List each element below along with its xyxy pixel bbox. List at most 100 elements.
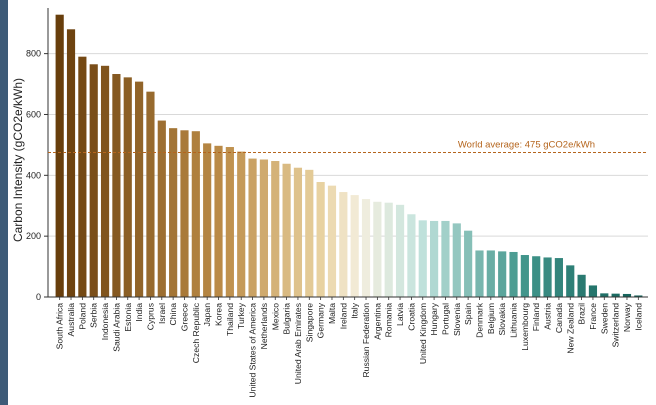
bar: [441, 220, 450, 297]
x-tick-label: Belgium: [486, 303, 496, 334]
bar-chart: 0 200 400 600 800 South Africa Australia Polan…: [11, 8, 648, 398]
x-tick-label: New Zealand: [565, 303, 575, 354]
x-tick-label: Lithuania: [509, 303, 519, 338]
y-axis-title: Carbon Intensity (gCO2e/kWh): [11, 78, 25, 242]
x-tick-label: Poland: [77, 303, 87, 330]
bar: [169, 128, 178, 297]
bar: [520, 255, 529, 297]
bar: [554, 258, 563, 297]
bar: [327, 185, 337, 297]
bar: [407, 214, 416, 297]
chart-panel: 0 200 400 600 800 South Africa Australia Polan…: [8, 0, 656, 405]
x-tick-label: United Arab Emirates: [293, 303, 303, 384]
bar: [203, 143, 212, 297]
bar: [100, 65, 110, 297]
x-tick-label: Austria: [543, 303, 553, 330]
x-tick-label: Thailand: [225, 303, 235, 336]
bar: [498, 251, 507, 297]
bar: [350, 195, 359, 297]
x-tick-label: Netherlands: [259, 303, 269, 349]
bar: [600, 293, 609, 297]
bar: [180, 130, 189, 297]
x-tick-label: Hungary: [429, 302, 439, 335]
x-tick-label: Iceland: [633, 303, 643, 331]
x-tick-label: Luxembourg: [520, 303, 530, 351]
bar: [634, 295, 643, 297]
x-tick-label: Bulgaria: [282, 303, 292, 335]
x-tick-label: Japan: [202, 303, 212, 327]
bar: [214, 145, 223, 297]
bar: [430, 220, 439, 297]
x-tick-label: Cyprus: [145, 303, 155, 330]
y-tick-label: 200: [26, 231, 41, 241]
x-tick-label: Croatia: [406, 303, 416, 331]
x-tick-label: Argentina: [372, 303, 382, 340]
bar: [259, 159, 268, 297]
bar: [361, 199, 371, 297]
bar: [66, 29, 76, 297]
x-tick-label: Serbia: [89, 303, 99, 328]
bar: [452, 223, 461, 297]
x-tick-label: United Kingdom: [418, 303, 428, 364]
bar: [146, 91, 155, 297]
x-tick-label: Brazil: [577, 303, 587, 325]
bar: [384, 202, 393, 297]
bar: [225, 147, 234, 297]
average-label: World average: 475 gCO2e/kWh: [458, 140, 595, 151]
bar: [418, 220, 427, 297]
bar: [112, 74, 121, 297]
x-tick-label: Israel: [157, 303, 167, 324]
x-tick-label: Slovakia: [497, 303, 507, 336]
bar: [475, 250, 484, 297]
x-tick-label: Singapore: [304, 303, 314, 342]
x-tick-label: Russian Federation: [361, 303, 371, 378]
bar: [588, 285, 598, 297]
bar: [157, 120, 166, 297]
bar: [248, 158, 257, 297]
bar: [293, 167, 303, 297]
x-tick-label: Germany: [316, 302, 326, 338]
bar: [543, 257, 552, 297]
bar: [135, 81, 144, 297]
bar: [78, 56, 87, 298]
x-tick-label: Spain: [463, 303, 473, 325]
x-tick-label: Sweden: [599, 303, 609, 334]
bars: [55, 14, 643, 298]
x-tick-label: Indonesia: [100, 303, 110, 340]
x-tick-label: Mexico: [270, 303, 280, 330]
bar: [622, 293, 632, 297]
world-average-annotation: World average: 475 gCO2e/kWh: [48, 140, 648, 153]
bar: [566, 265, 575, 297]
x-tick-label: Czech Republic: [191, 302, 201, 363]
x-tick-label: Norway: [622, 302, 632, 332]
x-tick-label: Ireland: [338, 303, 348, 329]
x-tick-label: South Africa: [55, 303, 65, 350]
x-tick-label: Saudi Arabia: [111, 303, 121, 352]
bar: [282, 163, 291, 297]
x-tick-label: Estonia: [123, 303, 133, 332]
y-tick-label: 0: [36, 292, 41, 302]
x-tick-label: United States of America: [248, 303, 258, 398]
y-tick-label: 600: [26, 109, 41, 119]
x-tick-label: Greece: [179, 303, 189, 331]
x-tick-label: Denmark: [474, 302, 484, 338]
bar: [55, 14, 64, 298]
x-tick-label: Switzerland: [611, 303, 621, 348]
bar: [509, 251, 518, 297]
bar: [271, 161, 280, 297]
x-tick-label: Slovenia: [452, 303, 462, 336]
x-tick-label: Malta: [327, 303, 337, 324]
bar: [373, 201, 382, 297]
y-tick-label: 400: [26, 170, 41, 180]
bar: [123, 77, 132, 297]
bar: [611, 293, 620, 297]
x-tick-label: Australia: [66, 303, 76, 337]
x-tick-label: Romania: [384, 303, 394, 338]
x-tick-label: Turkey: [236, 302, 246, 329]
x-tick-label: China: [168, 303, 178, 326]
x-tick-label: France: [588, 303, 598, 330]
bar: [532, 256, 541, 297]
bar: [395, 204, 405, 297]
bar: [89, 64, 98, 297]
x-tick-label: Latvia: [395, 303, 405, 326]
